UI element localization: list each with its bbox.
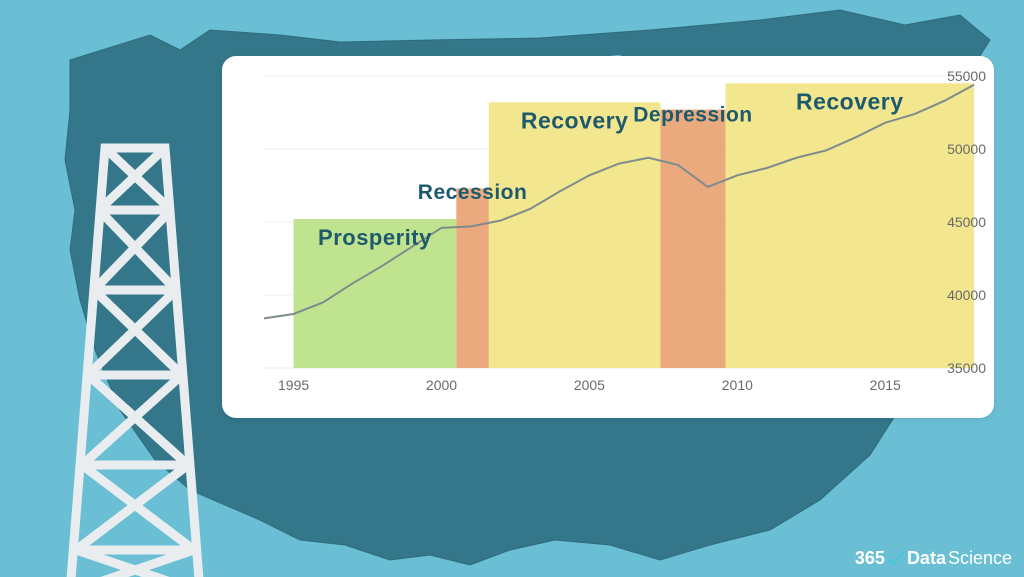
band-depression [660, 110, 725, 368]
band-label-recovery: Recovery [796, 88, 904, 114]
stage: ProsperityRecessionRecoveryDepressionRec… [0, 0, 1024, 577]
logo-suffix-2: Science [948, 548, 1012, 569]
x-tick-label: 2000 [426, 377, 457, 393]
x-tick-label: 2010 [722, 377, 753, 393]
y-tick-label: 35000 [947, 360, 986, 376]
tower-icon [50, 140, 220, 577]
x-tick-label: 2005 [574, 377, 605, 393]
band-recession [456, 188, 489, 368]
band-recovery [489, 102, 661, 368]
y-tick-label: 55000 [947, 68, 986, 84]
logo-suffix-1: Data [907, 548, 946, 569]
x-axis: 1995 2000 2005 2010 2015 [278, 377, 901, 393]
y-tick-label: 50000 [947, 141, 986, 157]
band-label-recession: Recession [418, 181, 528, 204]
check-icon [887, 550, 905, 568]
logo-prefix: 365 [855, 548, 885, 569]
band-recovery [726, 83, 975, 368]
band-label-recovery: Recovery [521, 107, 629, 133]
chart-card: ProsperityRecessionRecoveryDepressionRec… [222, 56, 994, 418]
x-tick-label: 1995 [278, 377, 309, 393]
band-label-prosperity: Prosperity [318, 225, 432, 250]
y-tick-label: 40000 [947, 287, 986, 303]
y-tick-label: 45000 [947, 214, 986, 230]
x-tick-label: 2015 [870, 377, 901, 393]
band-label-depression: Depression [633, 103, 752, 126]
economic-cycle-chart: ProsperityRecessionRecoveryDepressionRec… [222, 56, 994, 418]
brand-logo: 365 DataScience [855, 548, 1012, 569]
